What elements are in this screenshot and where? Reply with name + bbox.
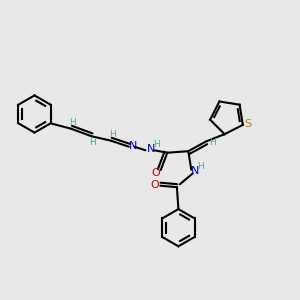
Text: H: H	[69, 118, 76, 127]
Text: H: H	[209, 138, 216, 147]
Text: N: N	[147, 144, 155, 154]
Text: H: H	[88, 138, 95, 147]
Text: O: O	[152, 167, 160, 178]
Text: O: O	[151, 180, 159, 190]
Text: S: S	[244, 119, 252, 129]
Text: H: H	[153, 140, 160, 149]
Text: N: N	[191, 166, 199, 176]
Text: H: H	[197, 162, 204, 171]
Text: N: N	[129, 140, 137, 151]
Text: H: H	[109, 130, 116, 139]
